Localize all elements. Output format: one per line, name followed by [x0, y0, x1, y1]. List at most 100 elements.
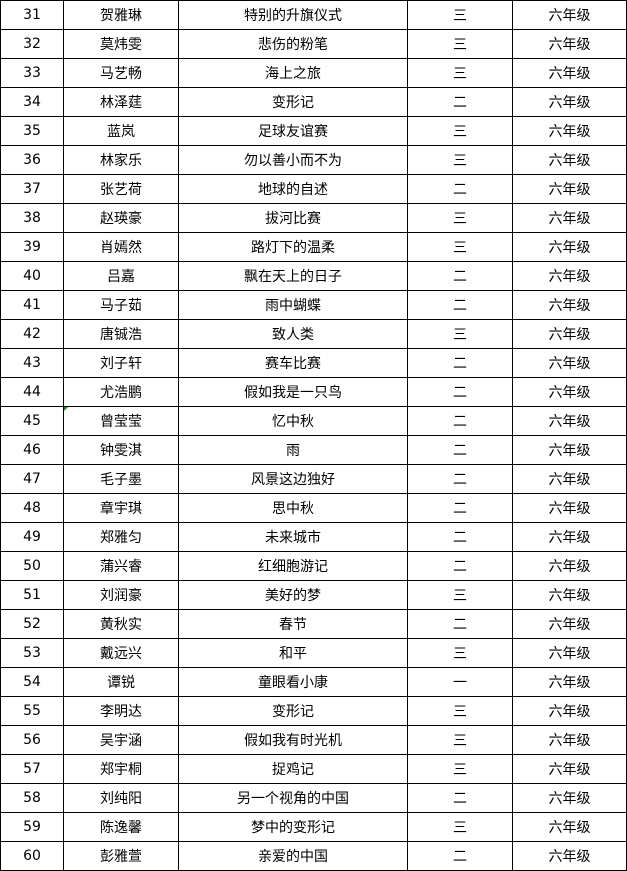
essay-title-cell[interactable]: 勿以善小而不为 — [178, 145, 408, 175]
row-number-cell[interactable]: 31 — [0, 0, 64, 30]
award-level-cell[interactable]: 三 — [407, 0, 513, 30]
award-level-cell[interactable]: 三 — [407, 232, 513, 262]
grade-cell[interactable]: 六年级 — [512, 116, 627, 146]
student-name-cell[interactable]: 郑宇桐 — [63, 754, 179, 784]
award-level-cell[interactable]: 二 — [407, 551, 513, 581]
award-level-cell[interactable]: 三 — [407, 696, 513, 726]
student-name-cell[interactable]: 吕嘉 — [63, 261, 179, 291]
student-name-cell[interactable]: 章宇琪 — [63, 493, 179, 523]
grade-cell[interactable]: 六年级 — [512, 290, 627, 320]
essay-title-cell[interactable]: 致人类 — [178, 319, 408, 349]
grade-cell[interactable]: 六年级 — [512, 580, 627, 610]
grade-cell[interactable]: 六年级 — [512, 493, 627, 523]
essay-title-cell[interactable]: 忆中秋 — [178, 406, 408, 436]
award-level-cell[interactable]: 三 — [407, 116, 513, 146]
essay-title-cell[interactable]: 海上之旅 — [178, 58, 408, 88]
grade-cell[interactable]: 六年级 — [512, 551, 627, 581]
essay-title-cell[interactable]: 特别的升旗仪式 — [178, 0, 408, 30]
award-level-cell[interactable]: 二 — [407, 522, 513, 552]
row-number-cell[interactable]: 55 — [0, 696, 64, 726]
student-name-cell[interactable]: 赵瑛豪 — [63, 203, 179, 233]
essay-title-cell[interactable]: 假如我是一只鸟 — [178, 377, 408, 407]
essay-title-cell[interactable]: 红细胞游记 — [178, 551, 408, 581]
student-name-cell[interactable]: 戴远兴 — [63, 638, 179, 668]
student-name-cell[interactable]: 毛子墨 — [63, 464, 179, 494]
grade-cell[interactable]: 六年级 — [512, 377, 627, 407]
award-level-cell[interactable]: 二 — [407, 290, 513, 320]
grade-cell[interactable]: 六年级 — [512, 348, 627, 378]
row-number-cell[interactable]: 39 — [0, 232, 64, 262]
row-number-cell[interactable]: 46 — [0, 435, 64, 465]
student-name-cell[interactable]: 刘纯阳 — [63, 783, 179, 813]
grade-cell[interactable]: 六年级 — [512, 783, 627, 813]
essay-title-cell[interactable]: 雨 — [178, 435, 408, 465]
award-level-cell[interactable]: 三 — [407, 319, 513, 349]
row-number-cell[interactable]: 53 — [0, 638, 64, 668]
award-level-cell[interactable]: 二 — [407, 435, 513, 465]
award-level-cell[interactable]: 三 — [407, 203, 513, 233]
row-number-cell[interactable]: 33 — [0, 58, 64, 88]
essay-title-cell[interactable]: 悲伤的粉笔 — [178, 29, 408, 59]
essay-title-cell[interactable]: 变形记 — [178, 696, 408, 726]
award-level-cell[interactable]: 三 — [407, 58, 513, 88]
row-number-cell[interactable]: 54 — [0, 667, 64, 697]
grade-cell[interactable]: 六年级 — [512, 406, 627, 436]
essay-title-cell[interactable]: 路灯下的温柔 — [178, 232, 408, 262]
student-name-cell[interactable]: 陈逸馨 — [63, 812, 179, 842]
student-name-cell[interactable]: 曾莹莹 — [63, 406, 179, 436]
essay-title-cell[interactable]: 未来城市 — [178, 522, 408, 552]
row-number-cell[interactable]: 42 — [0, 319, 64, 349]
award-level-cell[interactable]: 二 — [407, 493, 513, 523]
student-name-cell[interactable]: 尤浩鹏 — [63, 377, 179, 407]
row-number-cell[interactable]: 51 — [0, 580, 64, 610]
essay-title-cell[interactable]: 思中秋 — [178, 493, 408, 523]
student-name-cell[interactable]: 吴宇涵 — [63, 725, 179, 755]
essay-title-cell[interactable]: 地球的自述 — [178, 174, 408, 204]
row-number-cell[interactable]: 34 — [0, 87, 64, 117]
essay-title-cell[interactable]: 拔河比赛 — [178, 203, 408, 233]
essay-title-cell[interactable]: 捉鸡记 — [178, 754, 408, 784]
row-number-cell[interactable]: 36 — [0, 145, 64, 175]
essay-title-cell[interactable]: 亲爱的中国 — [178, 841, 408, 871]
essay-title-cell[interactable]: 和平 — [178, 638, 408, 668]
grade-cell[interactable]: 六年级 — [512, 261, 627, 291]
grade-cell[interactable]: 六年级 — [512, 464, 627, 494]
student-name-cell[interactable]: 彭雅萱 — [63, 841, 179, 871]
award-level-cell[interactable]: 三 — [407, 812, 513, 842]
student-name-cell[interactable]: 钟雯淇 — [63, 435, 179, 465]
grade-cell[interactable]: 六年级 — [512, 754, 627, 784]
award-level-cell[interactable]: 二 — [407, 783, 513, 813]
student-name-cell[interactable]: 刘润豪 — [63, 580, 179, 610]
row-number-cell[interactable]: 48 — [0, 493, 64, 523]
student-name-cell[interactable]: 马子茹 — [63, 290, 179, 320]
essay-title-cell[interactable]: 雨中蝴蝶 — [178, 290, 408, 320]
row-number-cell[interactable]: 43 — [0, 348, 64, 378]
student-name-cell[interactable]: 马艺畅 — [63, 58, 179, 88]
grade-cell[interactable]: 六年级 — [512, 174, 627, 204]
row-number-cell[interactable]: 47 — [0, 464, 64, 494]
award-level-cell[interactable]: 三 — [407, 754, 513, 784]
essay-title-cell[interactable]: 另一个视角的中国 — [178, 783, 408, 813]
award-level-cell[interactable]: 三 — [407, 725, 513, 755]
student-name-cell[interactable]: 唐铖浩 — [63, 319, 179, 349]
essay-title-cell[interactable]: 飘在天上的日子 — [178, 261, 408, 291]
row-number-cell[interactable]: 56 — [0, 725, 64, 755]
essay-title-cell[interactable]: 童眼看小康 — [178, 667, 408, 697]
grade-cell[interactable]: 六年级 — [512, 0, 627, 30]
row-number-cell[interactable]: 37 — [0, 174, 64, 204]
essay-title-cell[interactable]: 变形记 — [178, 87, 408, 117]
student-name-cell[interactable]: 蒲兴睿 — [63, 551, 179, 581]
award-level-cell[interactable]: 二 — [407, 377, 513, 407]
row-number-cell[interactable]: 32 — [0, 29, 64, 59]
grade-cell[interactable]: 六年级 — [512, 203, 627, 233]
student-name-cell[interactable]: 林泽莛 — [63, 87, 179, 117]
award-level-cell[interactable]: 二 — [407, 174, 513, 204]
grade-cell[interactable]: 六年级 — [512, 232, 627, 262]
student-name-cell[interactable]: 蓝岚 — [63, 116, 179, 146]
grade-cell[interactable]: 六年级 — [512, 58, 627, 88]
award-level-cell[interactable]: 二 — [407, 261, 513, 291]
grade-cell[interactable]: 六年级 — [512, 145, 627, 175]
row-number-cell[interactable]: 44 — [0, 377, 64, 407]
grade-cell[interactable]: 六年级 — [512, 87, 627, 117]
grade-cell[interactable]: 六年级 — [512, 29, 627, 59]
